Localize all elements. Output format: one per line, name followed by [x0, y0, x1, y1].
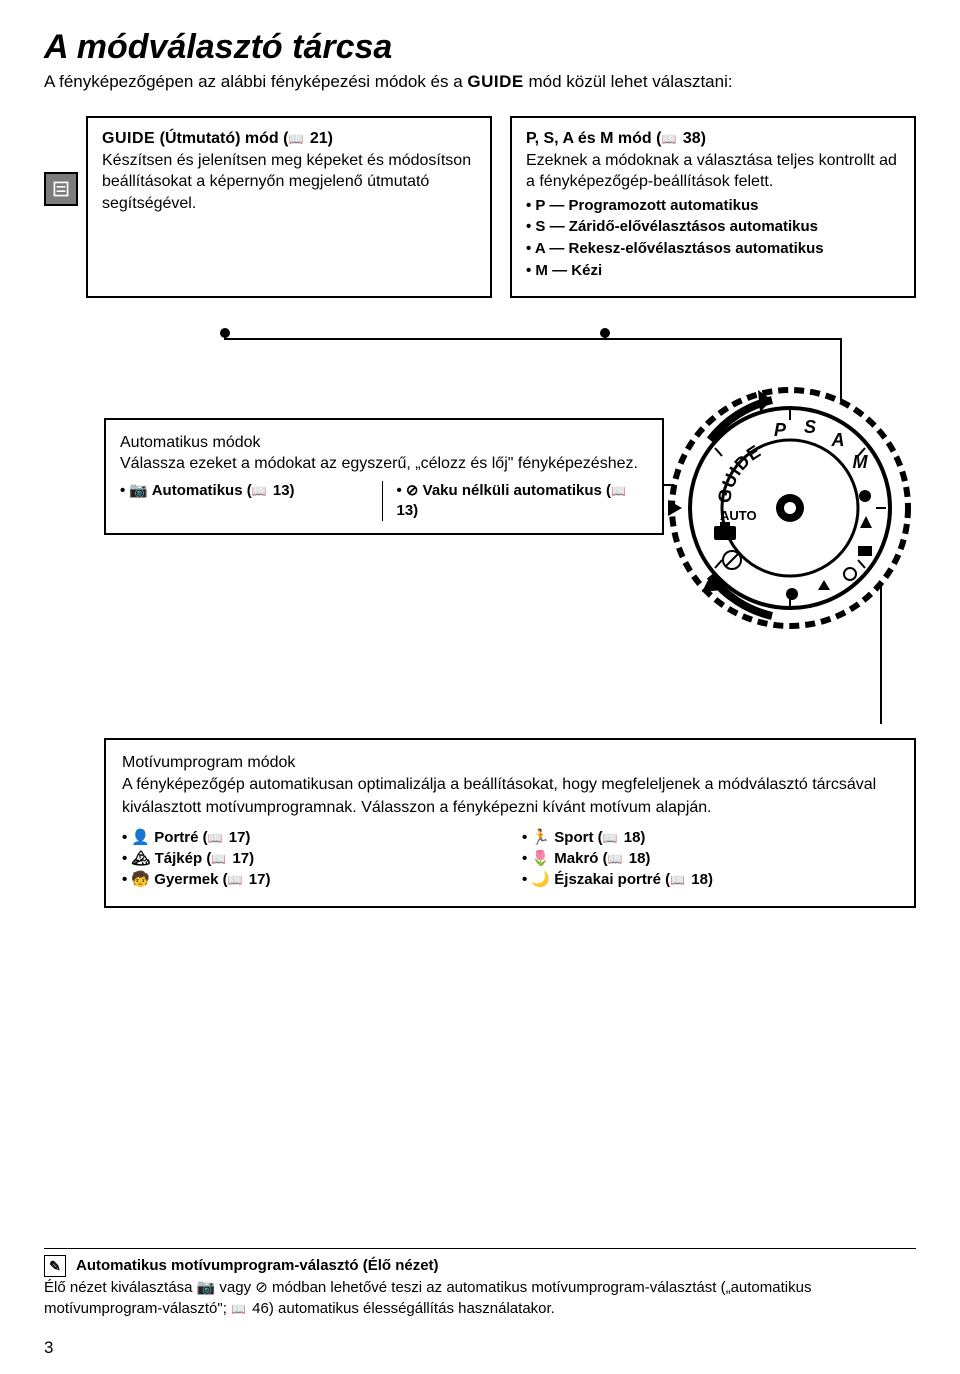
- psam-heading-page: 38): [678, 130, 706, 147]
- intro-text-post: mód közül lehet választani:: [528, 72, 732, 91]
- book-icon: [211, 850, 228, 867]
- book-icon: [208, 829, 225, 846]
- connector-line: [224, 338, 842, 340]
- landscape-icon: 🏔: [131, 850, 150, 867]
- connector-region: Automatikus módok Válassza ezeket a módo…: [104, 338, 916, 698]
- intro-text-pre: A fényképezőgépen az alábbi fényképezési…: [44, 72, 467, 91]
- page-title: A módválasztó tárcsa: [44, 28, 916, 67]
- dial-label-p: P: [774, 420, 787, 440]
- footnote-title-text: Automatikus motívumprogram-választó (Élő…: [76, 1255, 439, 1277]
- guide-heading-label: GUIDE: [102, 130, 155, 147]
- book-icon: [670, 871, 687, 888]
- page-intro: A fényképezőgépen az alábbi fényképezési…: [44, 71, 916, 94]
- book-icon: [288, 130, 305, 147]
- sport-icon: 🏃: [531, 829, 550, 846]
- auto-mode-box: Automatikus módok Válassza ezeket a módo…: [104, 418, 664, 536]
- psam-item-a: A — Rekesz-elővélasztásos automatikus: [526, 238, 900, 260]
- dial-label-s: S: [804, 417, 816, 437]
- psam-item-m: M — Kézi: [526, 260, 900, 282]
- intro-guide-label: GUIDE: [467, 72, 523, 91]
- book-icon: [608, 850, 625, 867]
- chapter-tab-icon: [44, 172, 78, 206]
- night-icon: 🌙: [531, 871, 550, 888]
- dial-label-auto: AUTO: [720, 508, 757, 523]
- pencil-icon: ✎: [44, 1255, 66, 1277]
- portrait-icon: 👤: [131, 829, 150, 846]
- child-icon: 🧒: [131, 871, 150, 888]
- auto-heading: Automatikus módok: [120, 432, 648, 454]
- psam-heading-text: P, S, A és M mód (: [526, 130, 661, 147]
- no-flash-icon: ⊘: [406, 482, 419, 499]
- no-flash-icon: ⊘: [255, 1279, 268, 1296]
- book-icon: [611, 482, 628, 499]
- scene-item-night: 🌙 Éjszakai portré ( 18): [522, 869, 898, 890]
- scene-item-landscape: 🏔 Tájkép ( 17): [122, 848, 498, 869]
- scene-heading: Motívumprogram módok: [122, 752, 898, 774]
- scene-body: A fényképezőgép automatikusan optimalizá…: [122, 774, 898, 819]
- camera-icon: 📷: [197, 1279, 216, 1296]
- scene-item-child: 🧒 Gyermek ( 17): [122, 869, 498, 890]
- guide-mode-box: GUIDE (Útmutató) mód ( 21) Készítsen és …: [86, 116, 492, 298]
- camera-icon: 📷: [129, 482, 148, 499]
- guide-heading-mid: (Útmutató) mód (: [155, 130, 288, 147]
- footnote-body: Élő nézet kiválasztása 📷 vagy ⊘ módban l…: [44, 1277, 916, 1321]
- mode-dial-diagram: P S A M GUIDE AUTO: [660, 378, 920, 638]
- guide-body: Készítsen és jelenítsen meg képeket és m…: [102, 150, 476, 215]
- auto-item-left: • 📷 Automatikus ( 13): [120, 481, 382, 522]
- psam-body: Ezeknek a módoknak a választása teljes k…: [526, 150, 900, 193]
- psam-list: P — Programozott automatikus S — Záridő-…: [526, 195, 900, 282]
- psam-item-p: P — Programozott automatikus: [526, 195, 900, 217]
- guide-heading-page: 21): [305, 130, 333, 147]
- scene-mode-box: Motívumprogram módok A fényképezőgép aut…: [104, 738, 916, 908]
- scene-list-left: 👤 Portré ( 17) 🏔 Tájkép ( 17) 🧒 Gyermek …: [122, 827, 498, 890]
- scene-item-sport: 🏃 Sport ( 18): [522, 827, 898, 848]
- book-icon: [228, 871, 245, 888]
- scene-item-portrait: 👤 Portré ( 17): [122, 827, 498, 848]
- book-icon: [231, 1300, 248, 1317]
- psam-heading: P, S, A és M mód ( 38): [526, 128, 900, 150]
- psam-item-s: S — Záridő-elővélasztásos automatikus: [526, 216, 900, 238]
- book-icon: [603, 829, 620, 846]
- book-icon: [661, 130, 678, 147]
- page-number: 3: [44, 1338, 53, 1358]
- footnote-box: ✎ Automatikus motívumprogram-választó (É…: [44, 1248, 916, 1321]
- dial-label-m: M: [853, 452, 869, 472]
- scene-list-right: 🏃 Sport ( 18) 🌷 Makró ( 18) 🌙 Éjszakai p…: [522, 827, 898, 890]
- auto-body: Válassza ezeket a módokat az egyszerű, „…: [120, 453, 648, 475]
- psam-mode-box: P, S, A és M mód ( 38) Ezeknek a módokna…: [510, 116, 916, 298]
- dial-label-a: A: [831, 430, 845, 450]
- macro-icon: 🌷: [531, 850, 550, 867]
- auto-item-right: • ⊘ Vaku nélküli automatikus ( 13): [382, 481, 649, 522]
- scene-item-macro: 🌷 Makró ( 18): [522, 848, 898, 869]
- guide-heading: GUIDE (Útmutató) mód ( 21): [102, 128, 476, 150]
- book-icon: [252, 482, 269, 499]
- footnote-title: ✎ Automatikus motívumprogram-választó (É…: [44, 1255, 916, 1277]
